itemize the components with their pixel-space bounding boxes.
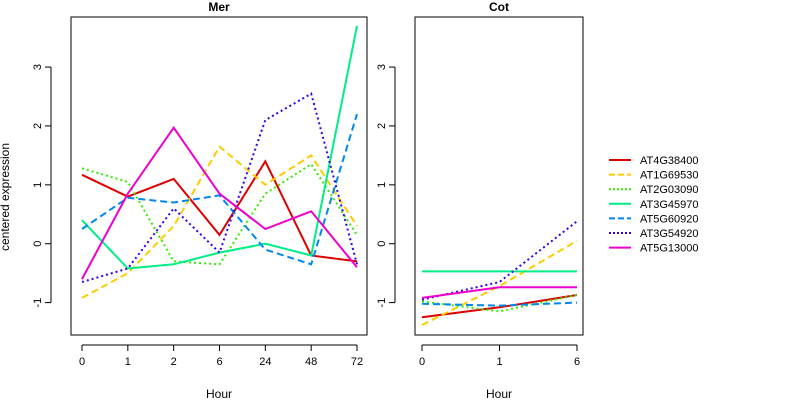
y-tick-label: 2 — [376, 123, 388, 129]
y-tick-label: 2 — [32, 123, 44, 129]
legend-label: AT1G69530 — [640, 170, 699, 182]
panel-mer-frame — [70, 16, 368, 336]
x-tick-label: 2 — [171, 356, 177, 368]
legend-label: AT3G54920 — [640, 228, 699, 240]
y-tick-label: 0 — [32, 241, 44, 247]
y-tick-label: 0 — [376, 241, 388, 247]
series-line-at4g38400 — [81, 159, 358, 263]
x-tick-label: 6 — [216, 356, 222, 368]
series-line-at2g03090 — [421, 294, 578, 313]
x-tick-label: 0 — [419, 356, 425, 368]
legend-label: AT2G03090 — [640, 184, 699, 196]
panel-mer-y-axis: -1 0 1 2 3 — [32, 64, 52, 308]
x-tick-label: 0 — [79, 356, 85, 368]
y-tick-label: -1 — [376, 298, 388, 308]
y-tick-label: 3 — [376, 64, 388, 70]
y-tick-label: 1 — [32, 182, 44, 188]
x-tick-label: 72 — [351, 356, 363, 368]
series-line-at5g13000 — [421, 286, 577, 299]
legend: AT4G38400 AT1G69530 AT2G03090 AT3G45970 AT5G… — [609, 155, 699, 255]
panel-cot-title: Cot — [489, 0, 509, 14]
panel-mer-x-axis: 0 1 2 6 24 48 72 — [79, 344, 363, 368]
panel-cot-series — [421, 220, 578, 326]
panel-mer-series — [81, 25, 358, 299]
panel-cot: Cot -1 0 1 2 3 0 1 6 Hour — [376, 0, 584, 400]
panel-mer: Mer -1 0 1 2 3 0 1 2 6 24 48 72 Hour — [32, 0, 368, 400]
x-tick-label: 24 — [259, 356, 271, 368]
series-line-at5g13000 — [81, 125, 358, 280]
series-line-at3g45970 — [81, 25, 358, 270]
y-tick-label: 3 — [32, 64, 44, 70]
legend-label: AT3G45970 — [640, 199, 699, 211]
series-line-at4g38400 — [421, 294, 578, 319]
panel-mer-title: Mer — [208, 0, 230, 14]
y-axis-label: centered expression — [0, 143, 12, 251]
series-line-at2g03090 — [81, 162, 358, 266]
x-tick-label: 6 — [574, 356, 580, 368]
series-line-at1g69530 — [421, 239, 578, 326]
series-line-at5g60920 — [421, 301, 578, 307]
legend-label: AT5G60920 — [640, 213, 699, 225]
y-tick-label: 1 — [376, 182, 388, 188]
panel-cot-x-axis-label: Hour — [486, 387, 512, 400]
panel-mer-x-axis-label: Hour — [206, 387, 232, 400]
legend-label: AT5G13000 — [640, 243, 699, 255]
x-tick-label: 48 — [305, 356, 317, 368]
x-tick-label: 1 — [125, 356, 131, 368]
legend-label: AT4G38400 — [640, 155, 699, 167]
x-tick-label: 1 — [496, 356, 502, 368]
series-line-at1g69530 — [81, 145, 358, 299]
panel-cot-x-axis: 0 1 6 — [419, 344, 580, 368]
series-line-at3g54920 — [81, 92, 358, 283]
series-line-at5g60920 — [81, 113, 358, 266]
panel-cot-y-axis: -1 0 1 2 3 — [376, 64, 396, 308]
y-tick-label: -1 — [32, 298, 44, 308]
panel-cot-frame — [414, 16, 584, 336]
